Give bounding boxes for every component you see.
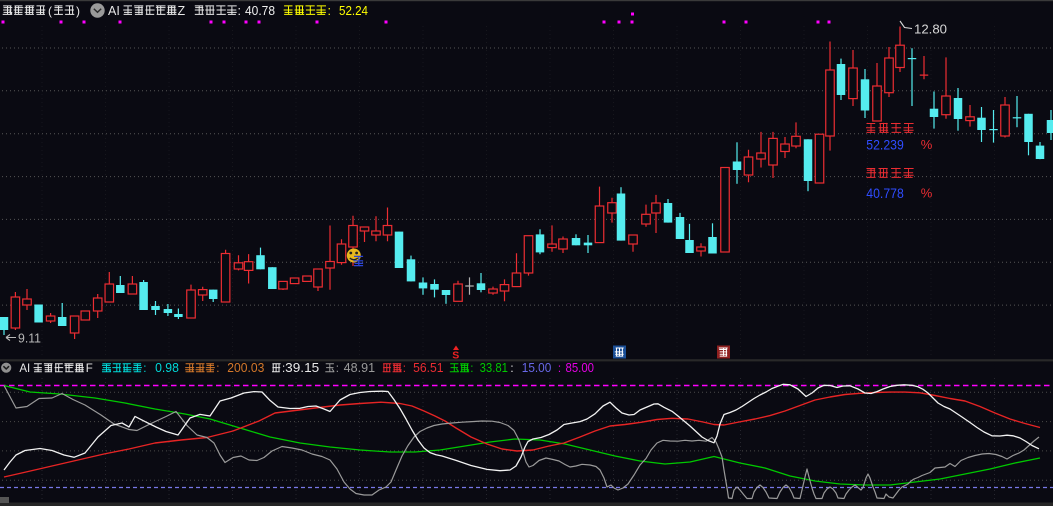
svg-text::: :: [558, 363, 561, 375]
svg-text:33.81: 33.81: [480, 361, 508, 375]
svg-text:0.98: 0.98: [155, 361, 179, 375]
svg-text:(: (: [48, 4, 52, 18]
svg-text::: :: [143, 363, 146, 375]
svg-text:Z: Z: [178, 4, 186, 18]
svg-text::: :: [470, 363, 473, 375]
svg-text::: :: [282, 363, 285, 375]
svg-text:40.778: 40.778: [866, 185, 904, 201]
svg-text:15.00: 15.00: [522, 361, 552, 375]
svg-text:85.00: 85.00: [566, 361, 595, 375]
svg-text:52.239: 52.239: [866, 137, 904, 153]
svg-text:200.03: 200.03: [227, 361, 264, 375]
svg-text:AI: AI: [19, 363, 30, 375]
svg-text:48.91: 48.91: [344, 361, 375, 375]
svg-text:39.15: 39.15: [285, 361, 319, 375]
svg-text:40.78: 40.78: [245, 3, 275, 18]
svg-text:56.51: 56.51: [413, 361, 443, 375]
svg-text:F: F: [86, 363, 93, 375]
svg-text:9.11: 9.11: [18, 332, 41, 346]
svg-text::: :: [238, 4, 241, 18]
svg-text::: :: [328, 4, 331, 18]
svg-text::: :: [336, 363, 339, 375]
svg-text::: :: [510, 363, 513, 375]
svg-text:): ): [76, 4, 80, 18]
svg-text:AI: AI: [108, 4, 120, 18]
svg-text:52.24: 52.24: [339, 3, 368, 18]
svg-text:12.80: 12.80: [914, 22, 947, 37]
svg-text::: :: [403, 363, 406, 375]
svg-text:%: %: [921, 137, 933, 152]
svg-text::: :: [216, 363, 219, 375]
svg-text:%: %: [921, 186, 933, 201]
svg-text:S: S: [452, 350, 459, 362]
